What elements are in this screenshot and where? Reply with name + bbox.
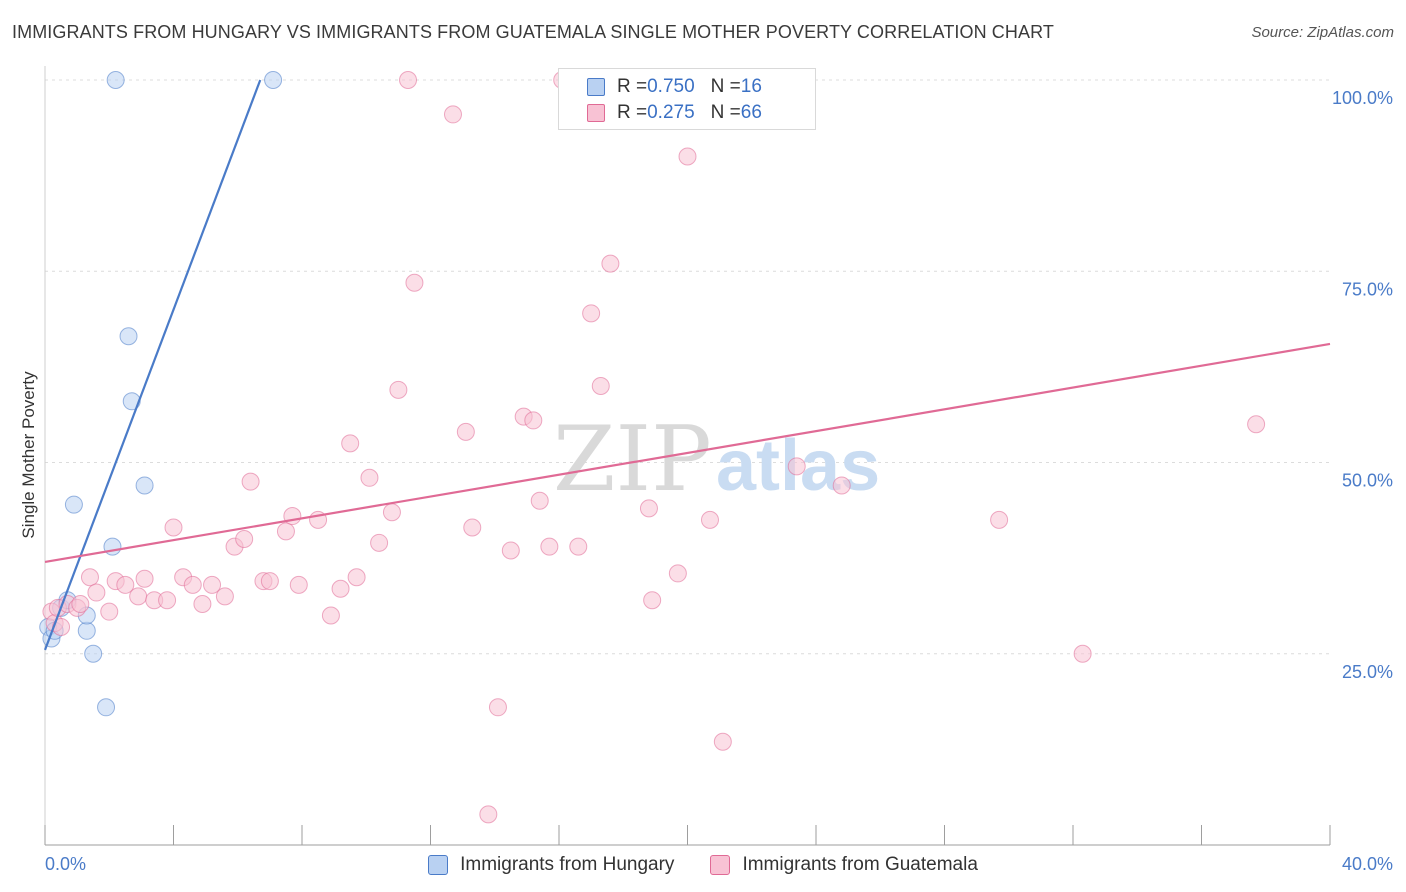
hungary-point: [106, 71, 125, 89]
guatemala-point: [389, 380, 408, 399]
guatemala-point: [289, 575, 308, 594]
guatemala-point: [678, 147, 697, 166]
guatemala-point: [360, 468, 379, 487]
hungary-point: [135, 476, 154, 495]
guatemala-point: [129, 587, 148, 606]
guatemala-point: [241, 472, 260, 491]
guatemala-point: [80, 568, 99, 587]
grid-lines: [45, 79, 1330, 655]
n-label: N =: [710, 102, 741, 123]
guatemala-point: [87, 583, 106, 602]
tick-labels: 25.0% 50.0% 75.0% 100.0% 0.0% 40.0%: [45, 88, 1393, 874]
hungary-point: [64, 495, 83, 514]
series-legend: Immigrants from Hungary Immigrants from …: [0, 850, 1406, 880]
legend-item-hungary[interactable]: Immigrants from Hungary: [428, 854, 674, 876]
guatemala-point: [405, 273, 424, 292]
y-tick-label: 50.0%: [1342, 471, 1393, 491]
legend-label-hungary: Immigrants from Hungary: [460, 854, 675, 875]
guatemala-point: [331, 579, 350, 598]
guatemala-point: [479, 805, 498, 824]
guatemala-point: [116, 575, 135, 594]
hungary-point: [97, 698, 116, 717]
y-tick-label: 100.0%: [1332, 88, 1393, 108]
guatemala-point: [100, 602, 119, 621]
guatemala-point: [341, 434, 360, 453]
watermark: ZIP atlas: [553, 407, 880, 512]
r-label: R =: [617, 76, 648, 97]
guatemala-point: [183, 575, 202, 594]
guatemala-point: [713, 732, 732, 751]
guatemala-point: [488, 698, 507, 717]
n-label: N =: [710, 76, 741, 97]
stats-row-hungary: R = 0.750 N = 16: [587, 75, 762, 99]
x-tick-label: 40.0%: [1342, 854, 1393, 874]
guatemala-swatch: [587, 104, 605, 122]
hungary-point: [77, 621, 96, 640]
hungary-point: [264, 71, 283, 89]
guatemala-point: [501, 541, 520, 560]
guatemala-point: [643, 591, 662, 610]
watermark-zip: ZIP: [553, 407, 712, 512]
stats-row-guatemala: R = 0.275 N = 66: [587, 101, 762, 125]
guatemala-point: [787, 457, 806, 476]
r-value: 0.275: [647, 102, 695, 123]
guatemala-point: [370, 533, 389, 552]
stats-legend: R = 0.750 N = 16 R = 0.275 N = 66: [558, 68, 816, 130]
hungary-point: [122, 392, 141, 411]
hungary-trend-line: [43, 79, 262, 651]
guatemala-point: [591, 377, 610, 395]
legend-swatch-hungary: [428, 855, 449, 875]
r-label: R =: [617, 102, 648, 123]
guatemala-point: [540, 537, 559, 556]
trend-lines: [43, 79, 1331, 651]
guatemala-point: [399, 71, 418, 89]
y-tick-label: 75.0%: [1342, 279, 1393, 299]
guatemala-point: [463, 518, 482, 537]
guatemala-point: [215, 587, 234, 606]
n-value: 16: [740, 76, 762, 97]
r-value: 0.750: [647, 76, 695, 97]
guatemala-point: [71, 595, 90, 614]
guatemala-point: [601, 254, 620, 273]
guatemala-point: [158, 591, 177, 610]
y-tick-label: 25.0%: [1342, 662, 1393, 682]
guatemala-point: [668, 564, 687, 583]
guatemala-point: [193, 595, 212, 614]
guatemala-point: [1247, 415, 1266, 434]
axes: [44, 66, 1331, 846]
guatemala-point: [321, 606, 340, 625]
y-axis-label: Single Mother Poverty: [19, 371, 38, 539]
guatemala-point: [382, 503, 401, 522]
hungary-point: [119, 327, 138, 346]
guatemala-point: [347, 568, 366, 587]
guatemala-point: [639, 499, 658, 518]
guatemala-point: [582, 304, 601, 323]
guatemala-point: [456, 422, 475, 441]
legend-swatch-guatemala: [710, 855, 731, 875]
source-label: Source: ZipAtlas.com: [1251, 24, 1394, 41]
guatemala-point: [1073, 644, 1092, 663]
guatemala-point: [276, 522, 295, 541]
chart-title: IMMIGRANTS FROM HUNGARY VS IMMIGRANTS FR…: [12, 22, 1054, 42]
x-tick-label: 0.0%: [45, 854, 86, 874]
guatemala-point: [443, 105, 462, 124]
guatemala-point: [524, 411, 543, 430]
guatemala-point: [569, 537, 588, 556]
hungary-swatch: [587, 78, 605, 96]
guatemala-point: [260, 572, 279, 591]
guatemala-point: [990, 510, 1009, 529]
guatemala-point: [135, 569, 154, 588]
guatemala-point: [700, 510, 719, 529]
guatemala-point: [164, 518, 183, 537]
hungary-point: [84, 644, 103, 663]
guatemala-point: [203, 575, 222, 594]
guatemala-point: [832, 476, 851, 495]
legend-label-guatemala: Immigrants from Guatemala: [742, 854, 978, 875]
n-value: 66: [740, 102, 762, 123]
legend-item-guatemala[interactable]: Immigrants from Guatemala: [710, 854, 978, 876]
guatemala-point: [235, 530, 254, 548]
guatemala-point: [530, 491, 549, 510]
guatemala-trend-line: [44, 342, 1331, 564]
